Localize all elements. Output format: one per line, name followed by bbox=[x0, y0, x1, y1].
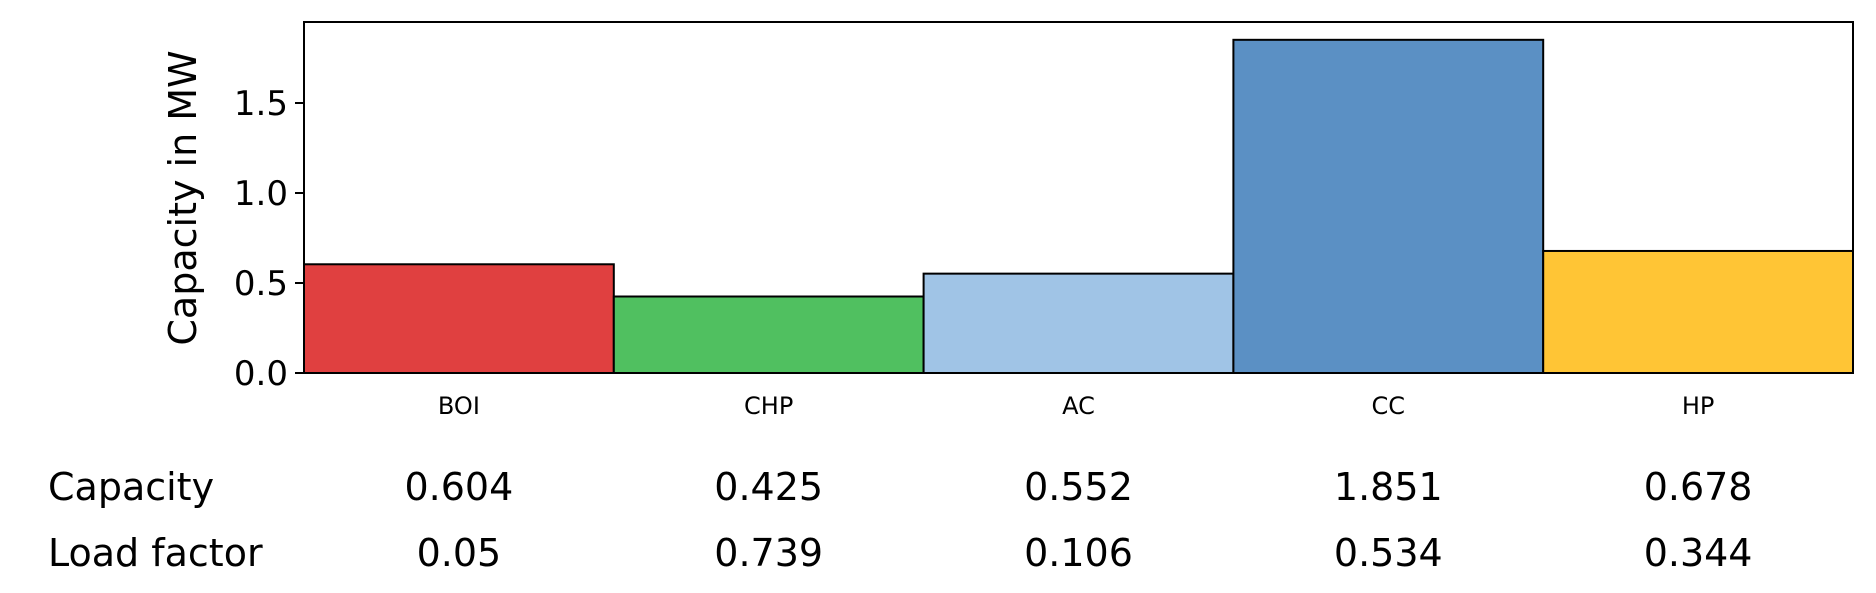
y-tick-label: 0.5 bbox=[234, 264, 288, 304]
table-cell: 0.344 bbox=[1644, 531, 1753, 575]
x-axis: BOI CHP AC CC HP bbox=[438, 392, 1714, 420]
bar-boi bbox=[303, 263, 615, 374]
data-table: Capacity 0.604 0.425 0.552 1.851 0.678 Load fa… bbox=[48, 465, 1752, 575]
table-cell: 0.604 bbox=[405, 465, 514, 509]
table-cell: 0.678 bbox=[1644, 465, 1753, 509]
x-tick-label: BOI bbox=[438, 392, 480, 420]
plot-frame bbox=[303, 21, 1854, 374]
bar-hp bbox=[1542, 249, 1854, 375]
table-cell: 0.05 bbox=[417, 531, 502, 575]
table-cell: 0.425 bbox=[714, 465, 823, 509]
y-axis-label: Capacity in MW bbox=[161, 50, 205, 345]
bar-cc bbox=[1232, 38, 1545, 374]
table-cell: 0.552 bbox=[1024, 465, 1133, 509]
x-tick-label: AC bbox=[1062, 392, 1095, 420]
y-tick-label: 1.5 bbox=[234, 84, 288, 124]
y-axis: 0.0 0.5 1.0 1.5 bbox=[234, 84, 304, 394]
bar-ac bbox=[922, 272, 1235, 375]
x-tick-label: HP bbox=[1682, 392, 1715, 420]
x-tick-label: CC bbox=[1372, 392, 1406, 420]
bars-layer bbox=[303, 38, 1854, 375]
x-tick-label: CHP bbox=[744, 392, 793, 420]
table-cell: 1.851 bbox=[1334, 465, 1443, 509]
table-cell: 0.739 bbox=[714, 531, 823, 575]
y-tick-label: 0.0 bbox=[234, 354, 288, 394]
table-cell: 0.534 bbox=[1334, 531, 1443, 575]
table-row-label: Load factor bbox=[48, 531, 263, 575]
table-row-label: Capacity bbox=[48, 465, 214, 509]
table-cell: 0.106 bbox=[1024, 531, 1133, 575]
bar-chp bbox=[612, 295, 925, 374]
y-tick-label: 1.0 bbox=[234, 174, 288, 214]
